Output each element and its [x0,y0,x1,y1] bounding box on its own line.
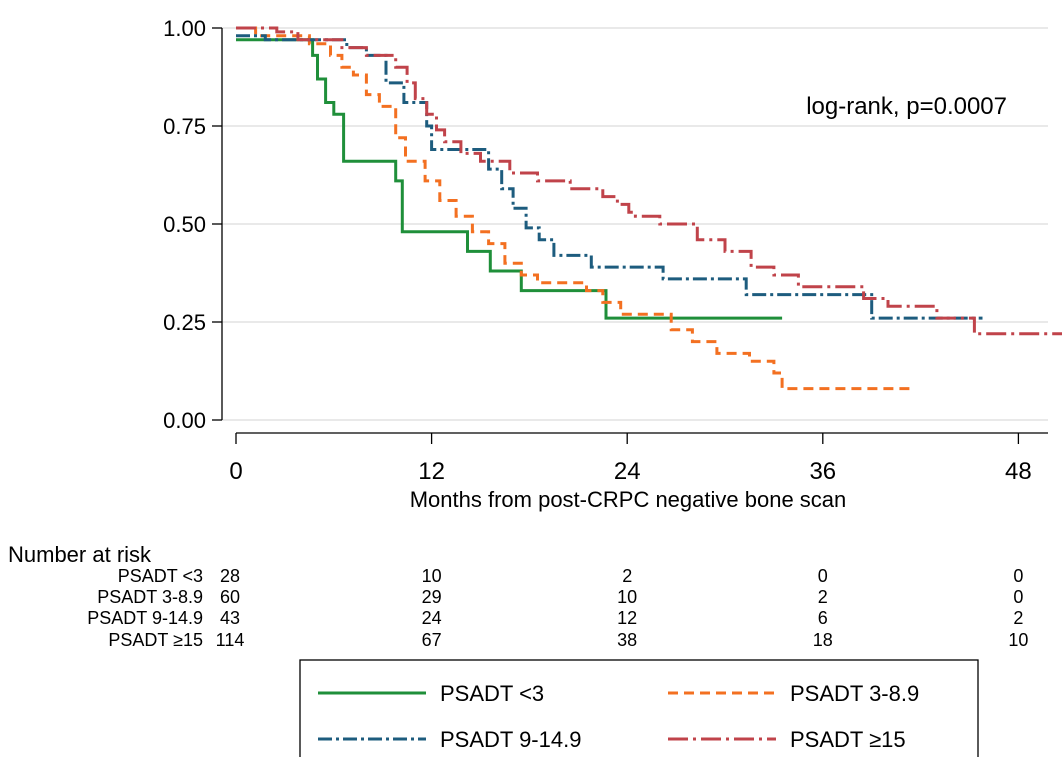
legend-label-3: PSADT 9-14.9 [440,727,581,752]
risk-count: 43 [220,608,240,628]
x-axis-ticks: 0 12 24 36 48 [229,433,1032,485]
risk-count: 28 [220,566,240,586]
y-tick-label: 0.25 [163,310,206,335]
series-line-2 [236,26,913,391]
risk-count: 6 [818,608,828,628]
risk-count: 114 [216,630,245,650]
y-tick-label: 1.00 [163,16,206,41]
gridlines [222,27,1048,421]
risk-count: 10 [617,587,637,607]
risk-count: 10 [422,566,442,586]
x-tick-label: 12 [418,458,445,485]
risk-count: 0 [818,566,828,586]
risk-row-label: PSADT <3 [118,566,203,586]
series-line-1 [236,38,783,320]
risk-count: 2 [1013,608,1023,628]
legend-label-1: PSADT <3 [440,681,544,706]
series-line-4 [236,26,1062,336]
series-line-3 [236,34,983,320]
risk-table-title: Number at risk [8,542,152,567]
risk-count: 12 [617,608,637,628]
legend: PSADT <3 PSADT 3-8.9 PSADT 9-14.9 PSADT ≥15 [299,659,979,757]
risk-count: 2 [622,566,632,586]
x-tick-label: 48 [1005,458,1032,485]
risk-count: 0 [1013,587,1023,607]
risk-count: 67 [422,630,442,650]
risk-count: 60 [220,587,240,607]
risk-count: 18 [813,630,833,650]
legend-label-4: PSADT ≥15 [790,727,906,752]
risk-count: 24 [422,608,442,628]
x-tick-label: 36 [809,458,836,485]
y-axis-ticks: 0.00 0.25 0.50 0.75 1.00 [163,16,222,433]
risk-row-label: PSADT 3-8.9 [97,587,203,607]
legend-box [299,659,979,757]
risk-row-label: PSADT ≥15 [108,630,203,650]
survival-curves [236,26,1062,391]
y-tick-label: 0.75 [163,114,206,139]
log-rank-annotation: log-rank, p=0.0007 [806,93,1007,120]
x-tick-label: 0 [229,458,242,485]
risk-row-label: PSADT 9-14.9 [87,608,203,628]
risk-count: 38 [617,630,637,650]
risk-count: 0 [1013,566,1023,586]
legend-label-2: PSADT 3-8.9 [790,681,919,706]
risk-count: 2 [818,587,828,607]
risk-count: 10 [1008,630,1028,650]
x-tick-label: 24 [614,458,641,485]
x-axis-title: Months from post-CRPC negative bone scan [410,487,847,512]
y-tick-label: 0.00 [163,408,206,433]
y-tick-label: 0.50 [163,212,206,237]
risk-count: 29 [422,587,442,607]
